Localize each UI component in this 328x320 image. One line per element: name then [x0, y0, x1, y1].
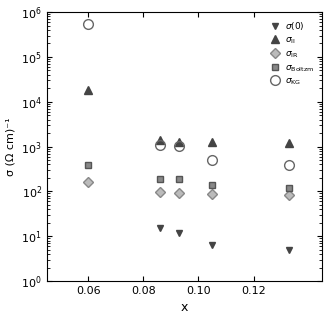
Line: $\sigma_{\rm II}$: $\sigma_{\rm II}$: [84, 86, 294, 147]
$\sigma_{\rm KG}$: [177, 144, 181, 148]
Line: $\sigma_{\rm Boltzm}$: $\sigma_{\rm Boltzm}$: [85, 162, 293, 191]
$\sigma_{\rm KG}$: [287, 164, 291, 167]
$\sigma(0)$: [210, 243, 214, 246]
$\sigma_{\rm KG}$: [86, 22, 90, 26]
Line: $\sigma(0)$: $\sigma(0)$: [156, 225, 293, 253]
$\sigma_{\rm II}$: [158, 138, 162, 142]
$\sigma_{\rm Boltzm}$: [177, 178, 181, 181]
$\sigma_{\rm IR}$: [210, 192, 214, 196]
$\sigma_{\rm II}$: [86, 88, 90, 92]
Legend: $\sigma(0)$, $\sigma_{\rm II}$, $\sigma_{\rm IR}$, $\sigma_{\rm Boltzm}$, $\sigm: $\sigma(0)$, $\sigma_{\rm II}$, $\sigma_…: [266, 17, 318, 91]
$\sigma_{\rm IR}$: [177, 192, 181, 196]
$\sigma_{\rm II}$: [210, 140, 214, 144]
Y-axis label: σ (Ω cm)⁻¹: σ (Ω cm)⁻¹: [6, 117, 15, 176]
$\sigma_{\rm IR}$: [287, 193, 291, 197]
$\sigma_{\rm II}$: [287, 141, 291, 145]
Line: $\sigma_{\rm KG}$: $\sigma_{\rm KG}$: [83, 19, 294, 170]
$\sigma_{\rm Boltzm}$: [158, 177, 162, 181]
X-axis label: x: x: [181, 301, 188, 315]
$\sigma_{\rm IR}$: [158, 190, 162, 194]
$\sigma(0)$: [177, 231, 181, 235]
$\sigma(0)$: [158, 227, 162, 230]
$\sigma_{\rm KG}$: [158, 143, 162, 147]
Line: $\sigma_{\rm IR}$: $\sigma_{\rm IR}$: [85, 179, 293, 199]
$\sigma_{\rm Boltzm}$: [287, 186, 291, 190]
$\sigma(0)$: [287, 248, 291, 252]
$\sigma_{\rm KG}$: [210, 158, 214, 162]
$\sigma_{\rm Boltzm}$: [210, 183, 214, 187]
$\sigma_{\rm IR}$: [86, 180, 90, 184]
$\sigma_{\rm Boltzm}$: [86, 164, 90, 167]
$\sigma_{\rm II}$: [177, 140, 181, 144]
